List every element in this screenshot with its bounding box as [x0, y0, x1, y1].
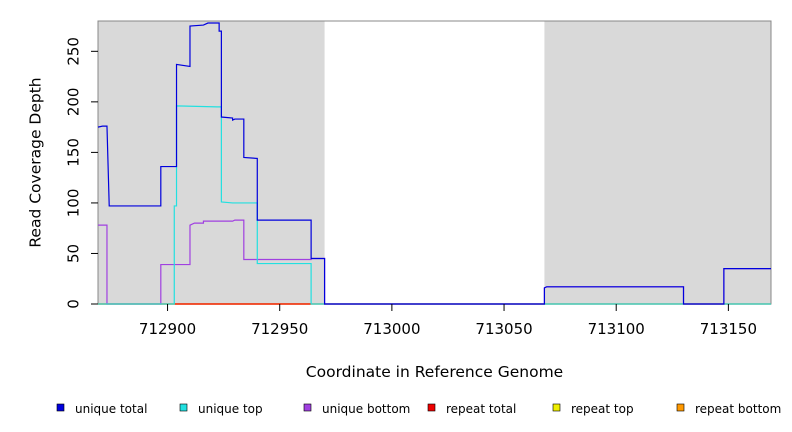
x-tick-label: 713150: [700, 320, 757, 338]
x-tick-label: 713050: [475, 320, 532, 338]
legend-label: unique bottom: [322, 402, 410, 416]
series-lines: [97, 22, 771, 305]
series-line-unique-top: [98, 105, 771, 305]
legend-item-unique-top: unique top: [179, 402, 263, 416]
legend-label: repeat total: [446, 402, 516, 416]
x-tick-label: 713000: [363, 320, 420, 338]
legend-label: unique top: [198, 402, 263, 416]
legend-swatch: [179, 403, 188, 412]
legend-item-repeat-total: repeat total: [427, 402, 516, 416]
legend-item-repeat-bottom: repeat bottom: [676, 402, 781, 416]
legend-label: unique total: [75, 402, 147, 416]
legend-label: repeat top: [571, 402, 634, 416]
legend-item-unique-total: unique total: [56, 402, 147, 416]
legend-swatch: [427, 403, 436, 412]
legend-swatch: [676, 403, 685, 412]
legend-swatch: [56, 403, 65, 412]
x-tick-label: 712900: [139, 320, 196, 338]
y-tick-label: 250: [65, 37, 83, 66]
shaded-regions: [98, 21, 771, 304]
x-axis-title: Coordinate in Reference Genome: [306, 363, 563, 381]
legend: unique total unique top unique bottom repea…: [56, 402, 781, 416]
series-line-unique-total: [97, 22, 771, 305]
shaded-region-1: [544, 21, 771, 304]
y-tick-label: 50: [65, 244, 83, 263]
x-tick-label: 712950: [251, 320, 308, 338]
y-tick-label: 200: [65, 88, 83, 117]
axes: 712900 712950 713000 713050 713100 713150 0 50 1…: [65, 37, 758, 338]
legend-item-unique-bottom: unique bottom: [303, 402, 410, 416]
y-tick-label: 0: [65, 299, 83, 309]
y-axis-title: Read Coverage Depth: [27, 77, 45, 247]
legend-swatch: [552, 403, 561, 412]
legend-label: repeat bottom: [695, 402, 781, 416]
shaded-region-0: [98, 21, 325, 304]
y-tick-label: 150: [65, 138, 83, 167]
x-tick-label: 713100: [588, 320, 645, 338]
legend-swatch: [303, 403, 312, 412]
y-tick-label: 100: [65, 189, 83, 218]
legend-item-repeat-top: repeat top: [552, 402, 634, 416]
